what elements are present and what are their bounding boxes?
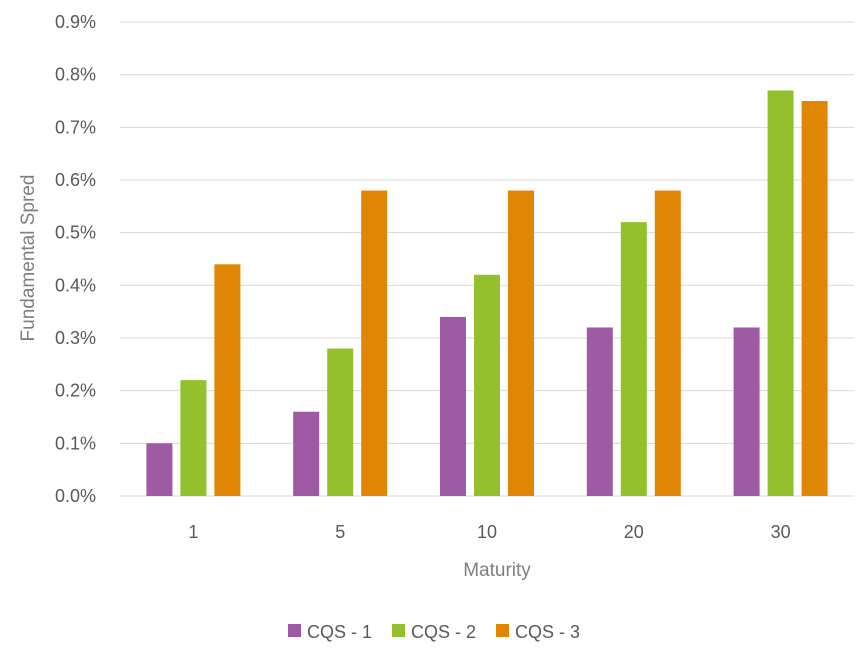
x-tick-label: 20: [624, 522, 644, 542]
bar-cqs1-maturity-10: [440, 316, 466, 496]
legend-swatch: [288, 624, 301, 637]
legend-swatch: [496, 624, 509, 637]
y-axis-ticks: 0.0% 0.1% 0.2% 0.3% 0.4% 0.5% 0.6% 0.7% 0.8% 0.9%: [55, 12, 96, 506]
bar-cqs3-maturity-5: [361, 190, 388, 497]
y-tick-label: 0.8%: [55, 65, 96, 85]
bar-cqs3-maturity-10: [508, 190, 534, 497]
y-tick-label: 0.7%: [55, 117, 96, 137]
y-tick-label: 0.9%: [55, 12, 96, 32]
x-tick-label: 10: [477, 522, 497, 542]
legend-label: CQS - 1: [307, 622, 372, 642]
bar-cqs3-maturity-30: [801, 101, 828, 496]
legend-label: CQS - 2: [411, 622, 476, 642]
y-tick-label: 0.1%: [55, 433, 96, 453]
y-tick-label: 0.3%: [55, 328, 96, 348]
bar-cqs1-maturity-30: [733, 327, 760, 496]
y-tick-label: 0.5%: [55, 223, 96, 243]
bar-cqs1-maturity-20: [586, 327, 613, 496]
legend-swatch: [392, 624, 405, 637]
x-tick-label: 5: [335, 522, 345, 542]
bar-cqs2-maturity-30: [767, 90, 794, 496]
bar-cqs1-maturity-5: [293, 411, 320, 496]
x-axis-title: Maturity: [463, 560, 531, 581]
y-tick-label: 0.2%: [55, 381, 96, 401]
bars: [146, 90, 828, 497]
bar-cqs3-maturity-1: [214, 264, 241, 496]
bar-cqs2-maturity-5: [327, 348, 354, 496]
legend: CQS - 1 CQS - 2 CQS - 3: [288, 622, 580, 642]
legend-label: CQS - 3: [515, 622, 580, 642]
bar-cqs2-maturity-10: [474, 274, 500, 496]
bar-cqs3-maturity-20: [654, 190, 681, 497]
x-tick-label: 30: [771, 522, 791, 542]
y-tick-label: 0.6%: [55, 170, 96, 190]
bar-cqs2-maturity-20: [620, 222, 647, 496]
x-tick-label: 1: [188, 522, 198, 542]
bar-cqs1-maturity-1: [146, 443, 173, 496]
y-tick-label: 0.0%: [55, 486, 96, 506]
x-axis-ticks: 1 5 10 20 30: [188, 522, 790, 542]
bar-cqs2-maturity-1: [180, 380, 207, 496]
y-tick-label: 0.4%: [55, 275, 96, 295]
y-axis-title: Fundamental Spred: [18, 175, 39, 342]
